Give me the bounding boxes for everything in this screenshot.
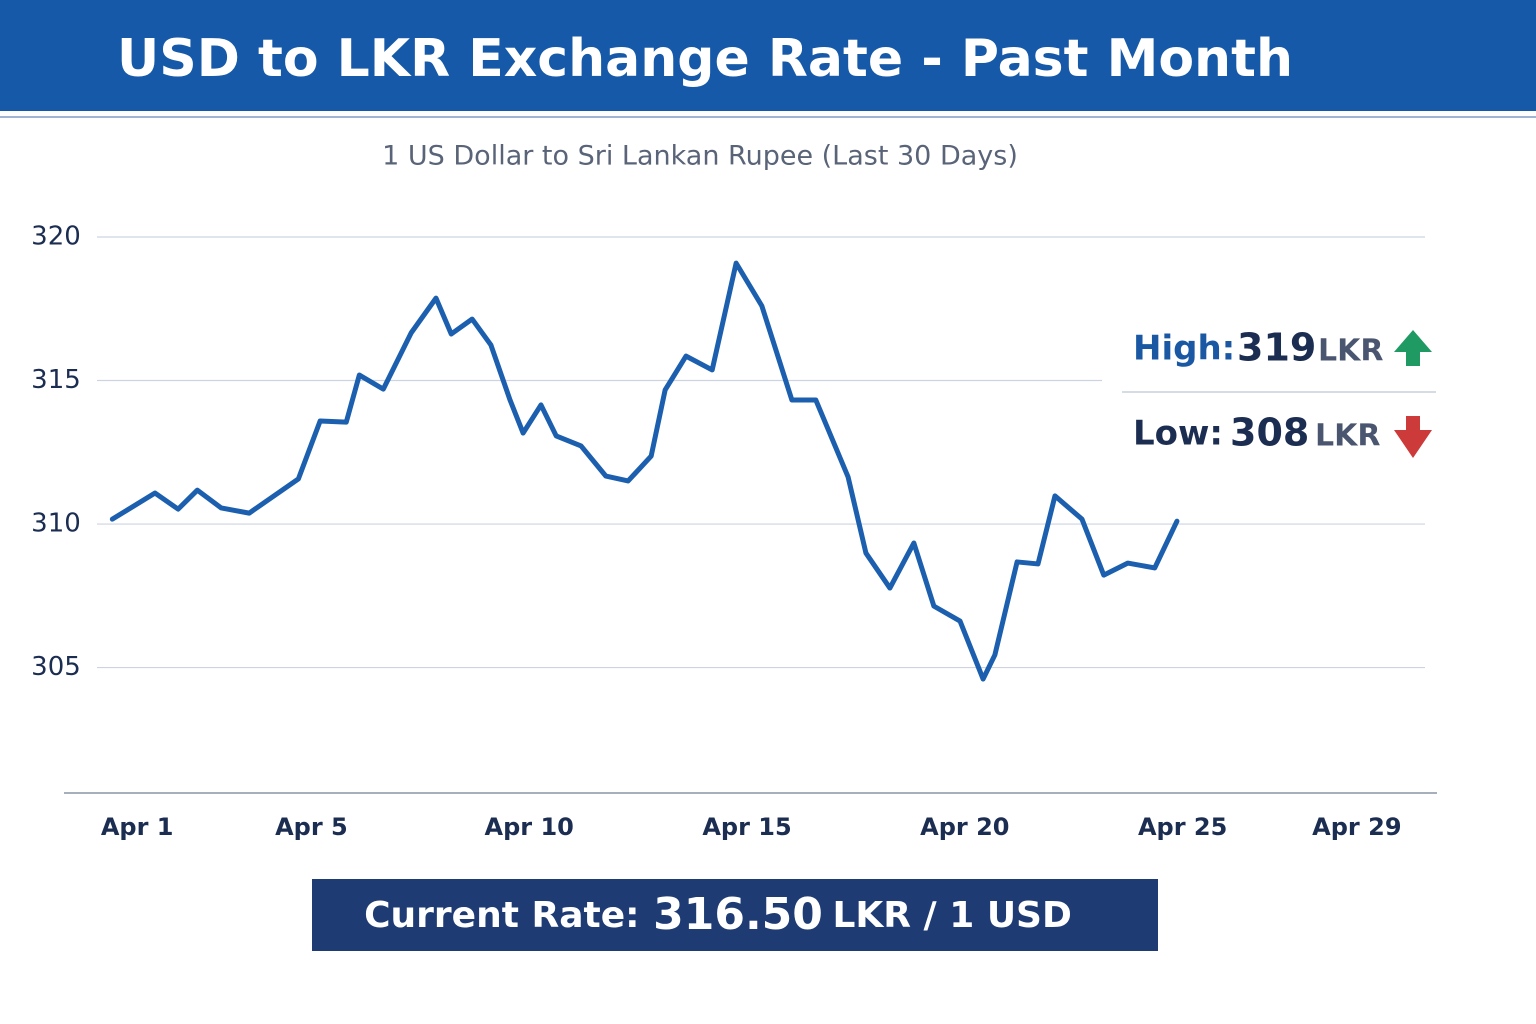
y-tick-label: 320: [31, 222, 81, 252]
y-tick-label: 305: [31, 652, 81, 682]
up-arrow: [1394, 330, 1432, 366]
current-unit: LKR / 1 USD: [832, 895, 1071, 936]
low-label: Low:: [1133, 414, 1223, 454]
header-band: [0, 0, 1536, 111]
panel-bg: [1102, 318, 1447, 468]
current-rate-box: [312, 879, 1158, 951]
chart-subtitle: 1 US Dollar to Sri Lankan Rupee (Last 30…: [382, 141, 1018, 172]
plot-area: 305 310 315 320 Apr 1 Apr 5 Apr 10 Apr 15 Apr 20…: [31, 222, 1437, 841]
x-tick-label: Apr 15: [702, 813, 791, 841]
y-tick-label: 315: [31, 365, 81, 395]
high-label: High:: [1133, 329, 1235, 369]
x-tick-label: Apr 1: [101, 813, 174, 841]
low-value: 308: [1230, 411, 1309, 455]
x-tick-label: Apr 10: [485, 813, 574, 841]
x-tick-label: Apr 25: [1138, 813, 1227, 841]
low-unit: LKR: [1315, 419, 1380, 454]
high-value: 319: [1237, 326, 1316, 370]
x-tick-label: Apr 29: [1312, 813, 1401, 841]
high-unit: LKR: [1318, 334, 1383, 369]
y-tick-label: 310: [31, 509, 81, 539]
x-tick-label: Apr 5: [275, 813, 348, 841]
current-value: 316.50: [653, 889, 823, 940]
high-low-panel: High: 319 LKR Low: 308 LKR: [1102, 318, 1447, 468]
x-tick-label: Apr 20: [920, 813, 1009, 841]
down-arrow: [1394, 416, 1432, 458]
current-rate: Current Rate: 316.50 LKR / 1 USD: [364, 889, 1072, 940]
chart-title: USD to LKR Exchange Rate - Past Month: [117, 29, 1293, 89]
current-label: Current Rate:: [364, 895, 639, 936]
series-line: [109, 260, 1180, 682]
